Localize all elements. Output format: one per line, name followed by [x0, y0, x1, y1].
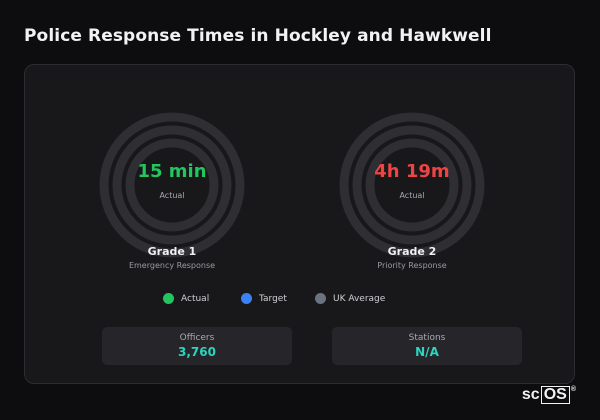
legend-dot-actual: [163, 293, 174, 304]
grade1-rings: [99, 112, 245, 258]
grade2-target-track: [352, 125, 472, 245]
legend-dot-uk-average: [315, 293, 326, 304]
grade1-actual-sublabel: Actual: [159, 191, 185, 200]
grade1-actual-value: 15 min: [137, 161, 207, 182]
grade1-desc: Emergency Response: [128, 261, 216, 270]
grade2-rings: [339, 112, 485, 258]
logo-text-plain: sc: [521, 386, 540, 403]
officers-stat: Officers 3,760: [102, 327, 292, 365]
logo-registered-mark: ®: [570, 386, 576, 393]
legend-item-actual: Actual: [163, 293, 209, 304]
officers-label: Officers: [179, 333, 215, 343]
grade2-desc: Priority Response: [377, 261, 447, 270]
legend-item-uk-average: UK Average: [315, 293, 385, 304]
legend-label-actual: Actual: [181, 293, 210, 304]
grade2-gauge: 4h 19m Actual: [332, 105, 492, 265]
page-title: Police Response Times in Hockley and Haw…: [24, 26, 492, 46]
stations-stat: Stations N/A: [332, 327, 522, 365]
legend-label-target: Target: [259, 293, 287, 304]
legend: Actual Target UK Average: [25, 293, 574, 307]
grade2-actual-sublabel: Actual: [399, 191, 425, 200]
grade1-gauge: 15 min Actual: [92, 105, 252, 265]
grade1-actual-track: [125, 138, 219, 232]
logo-text-box: OS: [540, 386, 570, 404]
grade2-name: Grade 2: [387, 245, 437, 258]
grade1-label: Grade 1 Emergency Response: [92, 245, 252, 270]
grade2-actual-track: [365, 138, 459, 232]
grade2-uk-track: [339, 112, 485, 258]
legend-dot-target: [241, 293, 252, 304]
officers-value: 3,760: [178, 345, 216, 359]
legend-label-uk-average: UK Average: [333, 293, 386, 304]
legend-item-target: Target: [241, 293, 287, 304]
grade1-name: Grade 1: [147, 245, 197, 258]
grade1-target-track: [112, 125, 232, 245]
grade2-actual-value: 4h 19m: [374, 161, 450, 182]
response-times-card: 15 min Actual Grade 1 Emergency Response…: [24, 64, 575, 384]
stations-value: N/A: [415, 345, 439, 359]
grade1-uk-track: [99, 112, 245, 258]
stations-label: Stations: [408, 333, 446, 343]
scos-logo: sc OS ®: [522, 386, 576, 404]
grade2-label: Grade 2 Priority Response: [332, 245, 492, 270]
